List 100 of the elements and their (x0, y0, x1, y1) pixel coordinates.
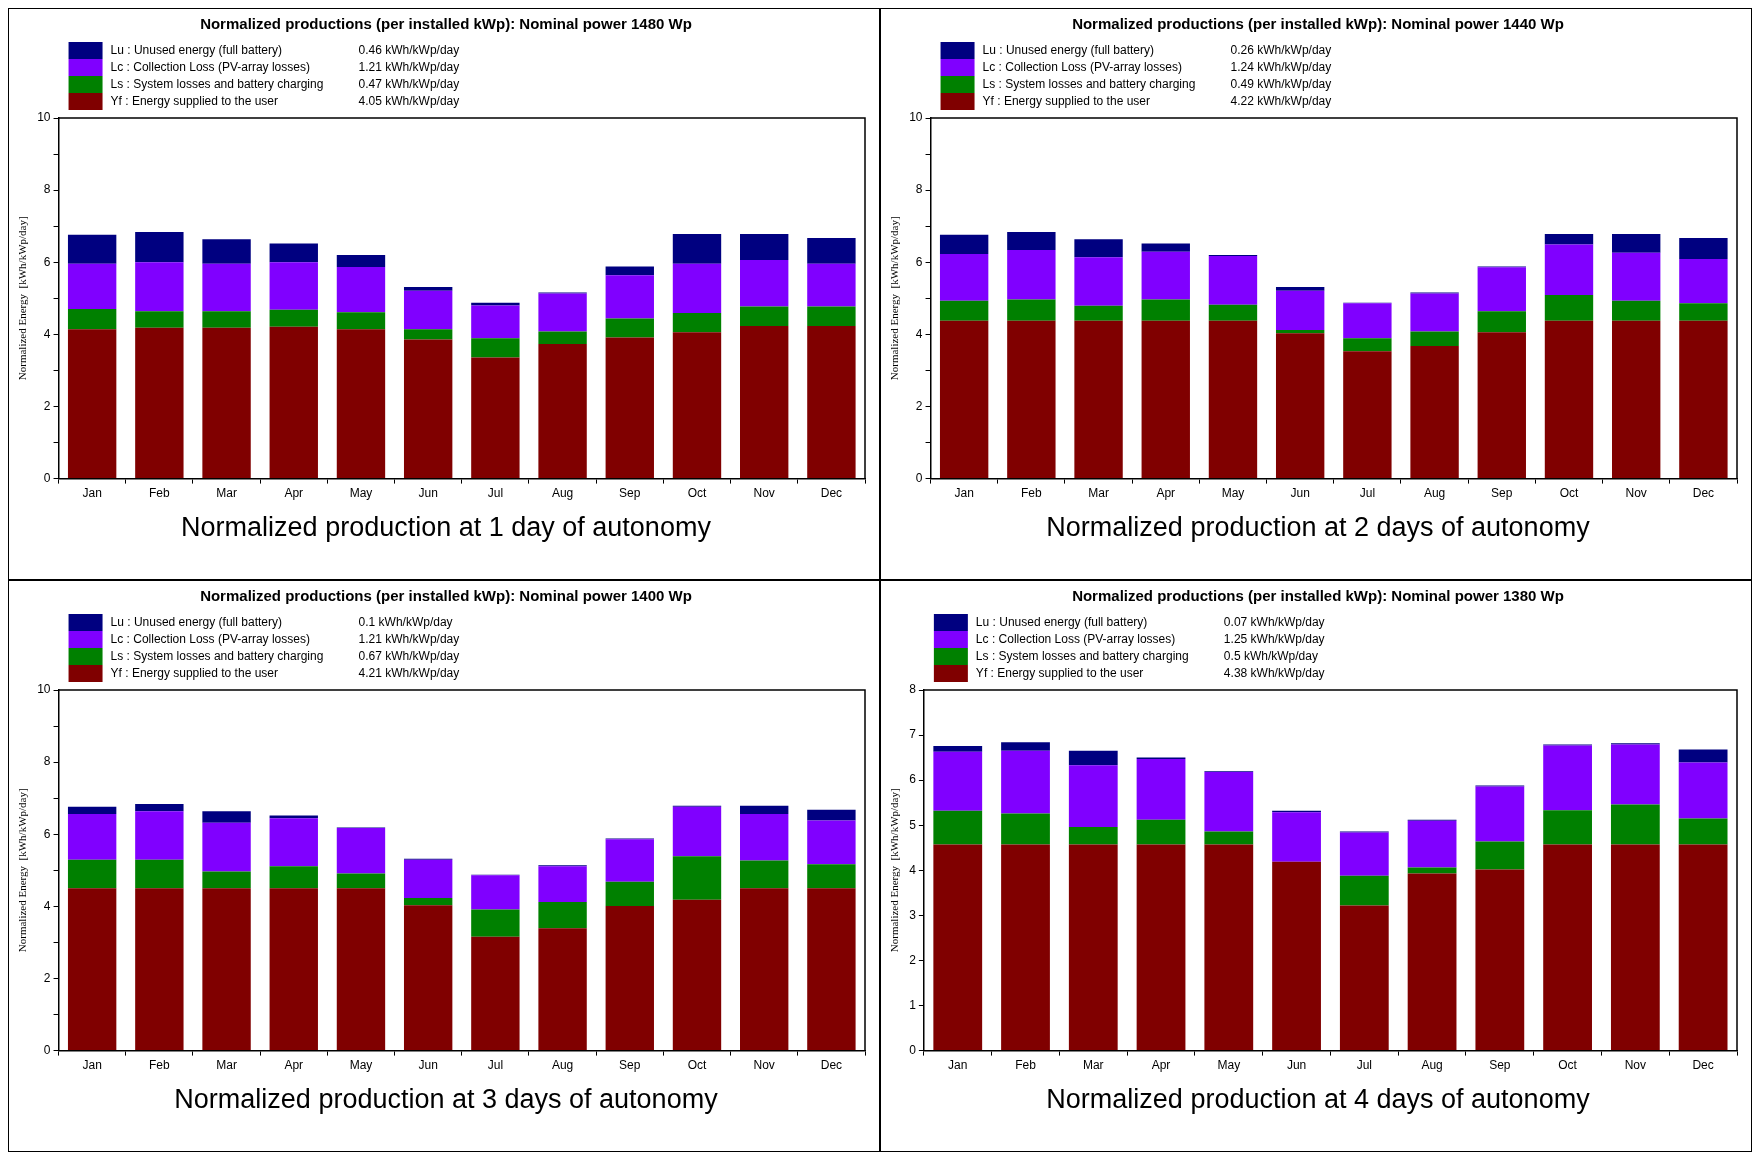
text: 1.25 kWh/kWp/day (1223, 631, 1325, 646)
text: 1.21 kWh/kWp/day (358, 59, 460, 74)
y-tick-label: 6 (909, 772, 917, 787)
x-tick-label: Feb (149, 486, 171, 501)
x-tick-label: Apr (1151, 1058, 1171, 1073)
text: 0.49 kWh/kWp/day (1230, 76, 1332, 91)
legend-label: Yf : Energy supplied to the user (110, 93, 278, 108)
legend-label: Lc : Collection Loss (PV-array losses) (110, 59, 310, 74)
x-tick-label: Dec (1692, 1058, 1714, 1073)
text: Normalized production at 3 days of autonomy (173, 1084, 719, 1115)
legend-label: Lc : Collection Loss (PV-array losses) (110, 631, 310, 646)
x-tick-label: Dec (820, 1058, 843, 1073)
legend-label: Yf : Energy supplied to the user (975, 665, 1144, 680)
x-tick-label: Apr (1156, 486, 1176, 501)
x-tick-label: Nov (1624, 1058, 1647, 1073)
x-tick-label: Feb (1015, 1058, 1037, 1073)
x-tick-label: May (1217, 1058, 1241, 1073)
x-tick-label: Feb (149, 1058, 171, 1073)
y-tick-label: 2 (43, 970, 51, 985)
text: 4.05 kWh/kWp/day (358, 93, 460, 108)
x-tick-label: Nov (753, 1058, 775, 1073)
chart-title: Normalized productions (per installed kWp): Nominal power 1400 Wp (199, 587, 693, 604)
text: 4.22 kWh/kWp/day (1230, 93, 1332, 108)
y-tick-label: 0 (915, 470, 923, 485)
x-tick-label: Jul (1359, 486, 1376, 501)
y-axis-title: Normalized Energy [kWh/kWp/day] (16, 216, 29, 381)
y-tick-label: 4 (43, 898, 51, 913)
x-tick-label: Jun (1290, 486, 1310, 501)
y-tick-label: 8 (915, 182, 923, 197)
y-tick-label: 1 (909, 997, 917, 1012)
x-tick-label: Feb (1021, 486, 1043, 501)
y-tick-label: 5 (909, 817, 917, 832)
x-tick-label: Mar (1088, 486, 1109, 501)
y-tick-label: 0 (43, 470, 51, 485)
text: 4.38 kWh/kWp/day (1223, 665, 1325, 680)
legend-label: Lc : Collection Loss (PV-array losses) (982, 59, 1182, 74)
x-tick-label: Apr (284, 1058, 304, 1073)
y-tick-label: 4 (43, 326, 51, 341)
legend-label: Ls : System losses and battery charging (982, 76, 1196, 91)
x-tick-label: Aug (551, 486, 574, 501)
legend-label: Lu : Unused energy (full battery) (982, 42, 1154, 57)
text: Normalized production at 4 days of autonomy (1045, 1084, 1591, 1115)
x-tick-label: May (1221, 486, 1245, 501)
legend-label: Ls : System losses and battery charging (975, 648, 1189, 663)
x-tick-label: Jan (954, 486, 974, 501)
y-tick-label: 7 (909, 727, 917, 742)
y-tick-label: 6 (915, 254, 923, 269)
legend-label: Lu : Unused energy (full battery) (110, 42, 282, 57)
x-tick-label: Dec (1692, 486, 1715, 501)
y-tick-label: 10 (37, 682, 51, 697)
y-tick-label: 0 (43, 1042, 51, 1057)
x-tick-label: Sep (1489, 1058, 1511, 1073)
x-tick-label: Jan (82, 486, 102, 501)
text: Normalized production at 2 days of autonomy (1045, 512, 1591, 543)
text: Normalized production at 1 day of autonomy (180, 512, 712, 543)
legend-label: Ls : System losses and battery charging (110, 76, 324, 91)
legend-label: Yf : Energy supplied to the user (982, 93, 1150, 108)
text: 0.67 kWh/kWp/day (358, 648, 460, 663)
x-tick-label: Jan (82, 1058, 102, 1073)
x-tick-label: Aug (1423, 486, 1446, 501)
legend-label: Lc : Collection Loss (PV-array losses) (975, 631, 1176, 646)
text: 0.1 kWh/kWp/day (358, 614, 453, 629)
y-tick-label: 0 (909, 1042, 917, 1057)
x-tick-label: Apr (284, 486, 304, 501)
text: 0.47 kWh/kWp/day (358, 76, 460, 91)
text: 0.46 kWh/kWp/day (358, 42, 460, 57)
text: 1.24 kWh/kWp/day (1230, 59, 1332, 74)
y-tick-label: 4 (915, 326, 923, 341)
x-tick-label: Jul (1356, 1058, 1372, 1073)
x-tick-label: Oct (1558, 1058, 1578, 1073)
y-tick-label: 3 (909, 907, 917, 922)
x-tick-label: Nov (753, 486, 775, 501)
y-tick-label: 2 (43, 398, 51, 413)
y-tick-label: 8 (43, 182, 51, 197)
x-tick-label: Jun (418, 1058, 438, 1073)
y-tick-label: 10 (37, 110, 51, 125)
y-tick-label: 2 (909, 952, 917, 967)
x-tick-label: Dec (820, 486, 843, 501)
x-tick-label: Jan (948, 1058, 968, 1073)
x-tick-label: Oct (1559, 486, 1579, 501)
x-tick-label: Sep (1491, 486, 1513, 501)
x-tick-label: Jun (1286, 1058, 1307, 1073)
text: 1.21 kWh/kWp/day (358, 631, 460, 646)
text: 0.07 kWh/kWp/day (1223, 614, 1325, 629)
x-tick-label: Sep (619, 1058, 641, 1073)
x-tick-label: Oct (687, 486, 707, 501)
text: 4.21 kWh/kWp/day (358, 665, 460, 680)
x-tick-label: Aug (551, 1058, 574, 1073)
y-tick-label: 10 (909, 110, 923, 125)
x-tick-label: Mar (216, 1058, 237, 1073)
x-tick-label: Jul (487, 1058, 504, 1073)
legend-label: Lu : Unused energy (full battery) (975, 614, 1148, 629)
x-tick-label: Aug (1421, 1058, 1443, 1073)
legend-label: Lu : Unused energy (full battery) (110, 614, 282, 629)
legend-label: Yf : Energy supplied to the user (110, 665, 278, 680)
y-tick-label: 6 (43, 826, 51, 841)
y-axis-title: Normalized Energy [kWh/kWp/day] (888, 788, 901, 953)
x-tick-label: Jul (487, 486, 504, 501)
x-tick-label: Mar (1082, 1058, 1104, 1073)
chart-title: Normalized productions (per installed kWp): Nominal power 1380 Wp (1071, 587, 1565, 604)
